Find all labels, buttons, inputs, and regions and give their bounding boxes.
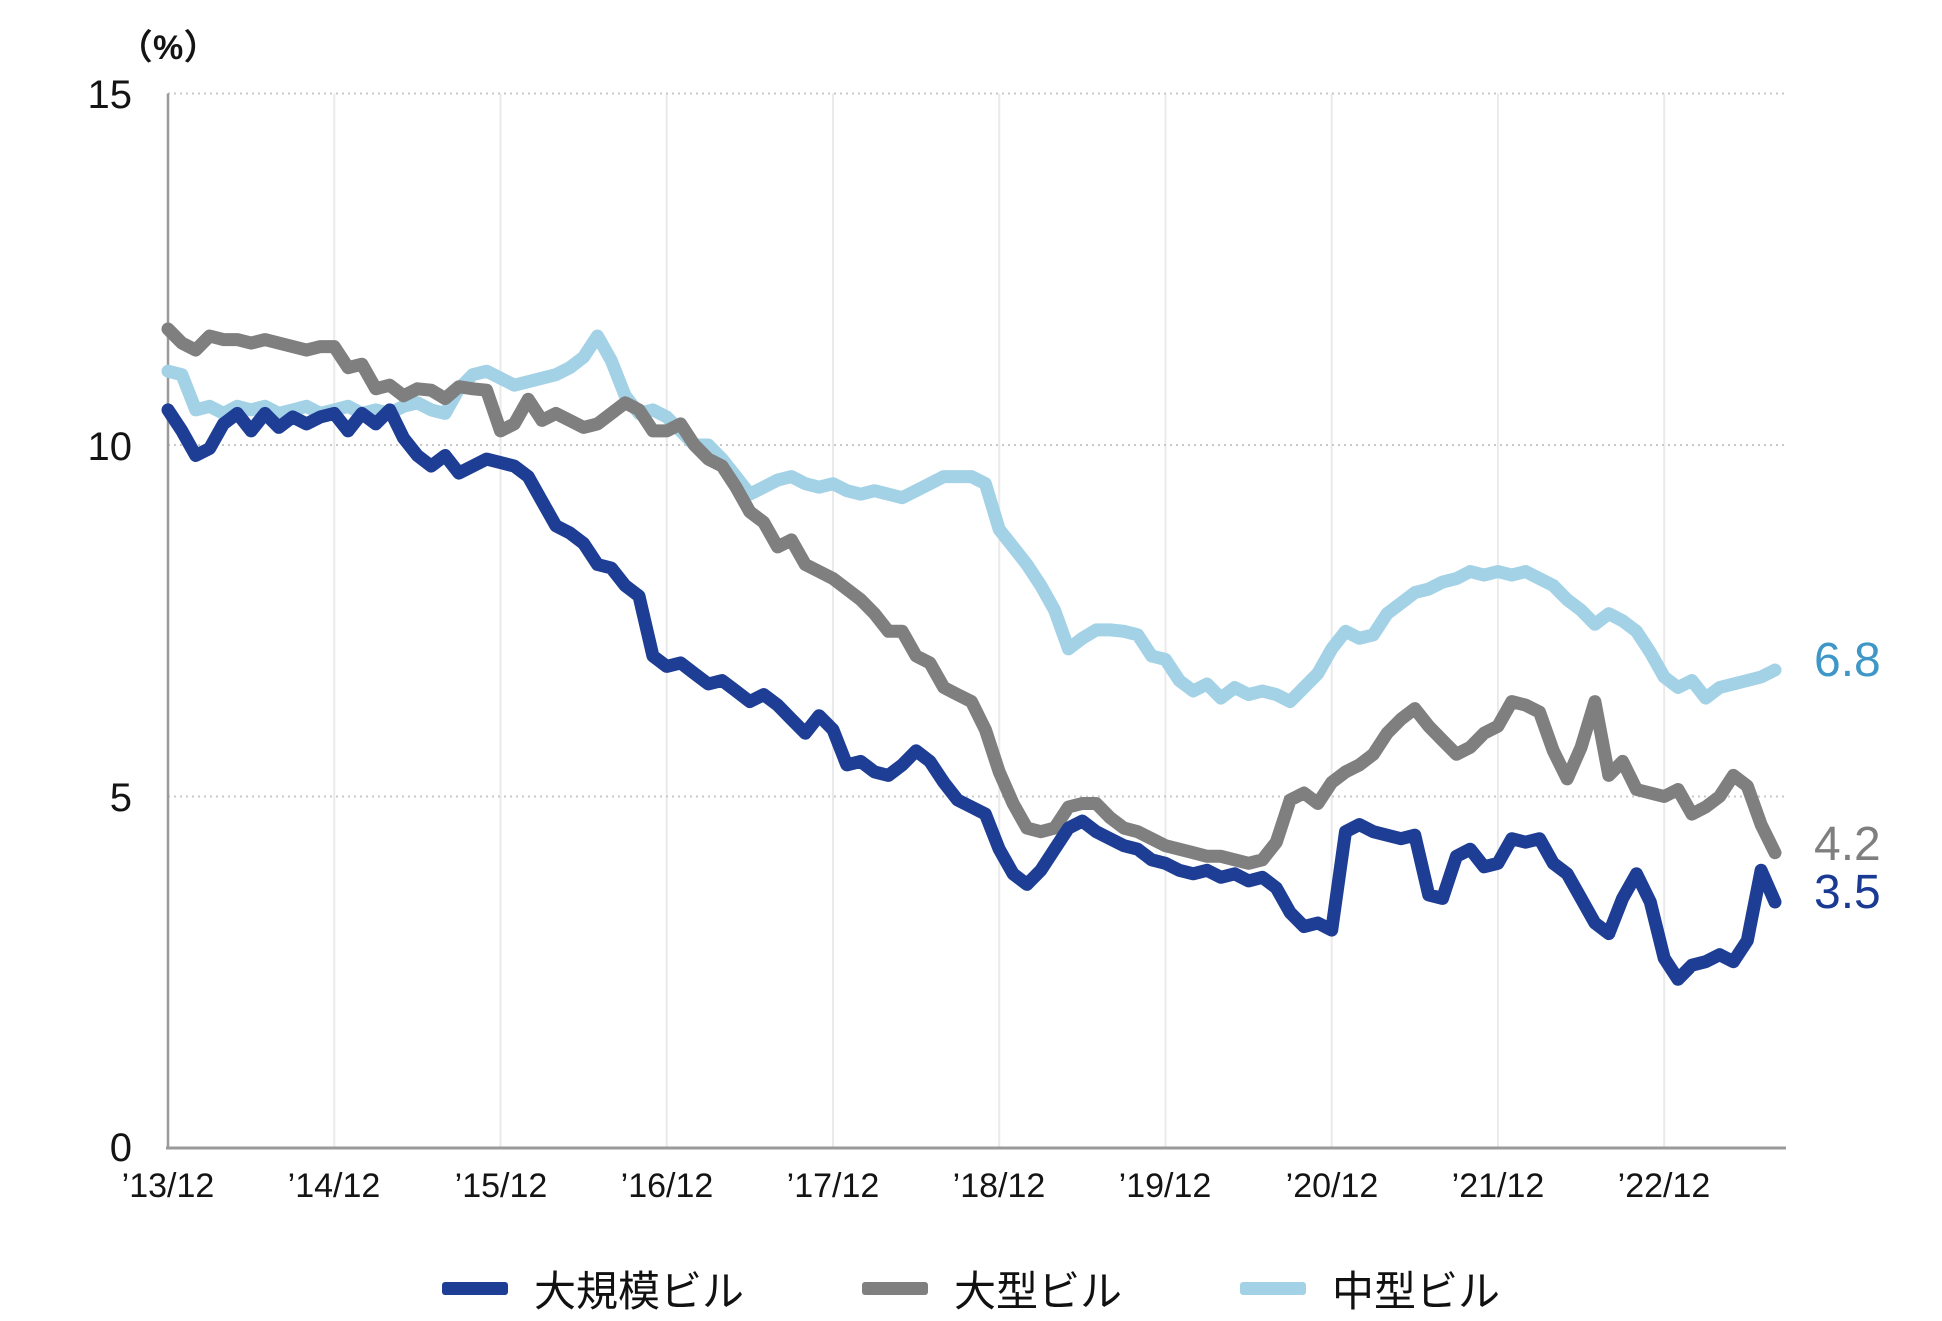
x-tick-label-21-12: ’21/12 bbox=[1451, 1167, 1545, 1205]
y-axis-unit-label: （%） bbox=[118, 29, 220, 67]
legend-item-large-bldg: 大型ビル bbox=[861, 1258, 1122, 1319]
legend-swatch-large-scale-bldg-icon bbox=[441, 1282, 508, 1295]
legend: 大規模ビル 大型ビル 中型ビル bbox=[0, 1258, 1942, 1319]
line-large-bldg bbox=[161, 322, 1782, 870]
x-tick-label-15-12: ’15/12 bbox=[454, 1167, 548, 1205]
y-tick-label-15: 15 bbox=[87, 73, 133, 117]
y-tick-label-0: 0 bbox=[109, 1126, 132, 1170]
line-large-scale-bldg bbox=[161, 403, 1782, 986]
x-tick-label-14-12: ’14/12 bbox=[287, 1167, 381, 1205]
end-value-label-medium-bldg: 6.8 bbox=[1814, 634, 1881, 687]
y-tick-label-5: 5 bbox=[109, 776, 132, 820]
x-tick-label-16-12: ’16/12 bbox=[620, 1167, 714, 1205]
x-tick-label-22-12: ’22/12 bbox=[1617, 1167, 1711, 1205]
end-value-label-large-scale-bldg: 3.5 bbox=[1814, 866, 1881, 919]
x-tick-label-19-12: ’19/12 bbox=[1118, 1167, 1212, 1205]
legend-item-medium-bldg: 中型ビル bbox=[1240, 1258, 1500, 1319]
legend-label-medium-bldg: 中型ビル bbox=[1332, 1268, 1501, 1315]
end-value-label-large-bldg: 4.2 bbox=[1814, 818, 1881, 871]
legend-label-large-bldg: 大型ビル bbox=[953, 1268, 1122, 1315]
x-tick-label-20-12: ’20/12 bbox=[1285, 1167, 1379, 1205]
y-tick-label-10: 10 bbox=[87, 425, 133, 469]
legend-swatch-large-bldg-icon bbox=[861, 1282, 928, 1295]
legend-item-large-scale-bldg: 大規模ビル bbox=[441, 1258, 744, 1319]
line-medium-bldg bbox=[161, 329, 1782, 709]
legend-label-large-scale-bldg: 大規模ビル bbox=[533, 1268, 744, 1315]
x-tick-label-13-12: ’13/12 bbox=[121, 1167, 215, 1205]
x-tick-label-18-12: ’18/12 bbox=[952, 1167, 1046, 1205]
legend-swatch-medium-bldg-icon bbox=[1240, 1282, 1306, 1295]
x-tick-label-17-12: ’17/12 bbox=[786, 1167, 880, 1205]
